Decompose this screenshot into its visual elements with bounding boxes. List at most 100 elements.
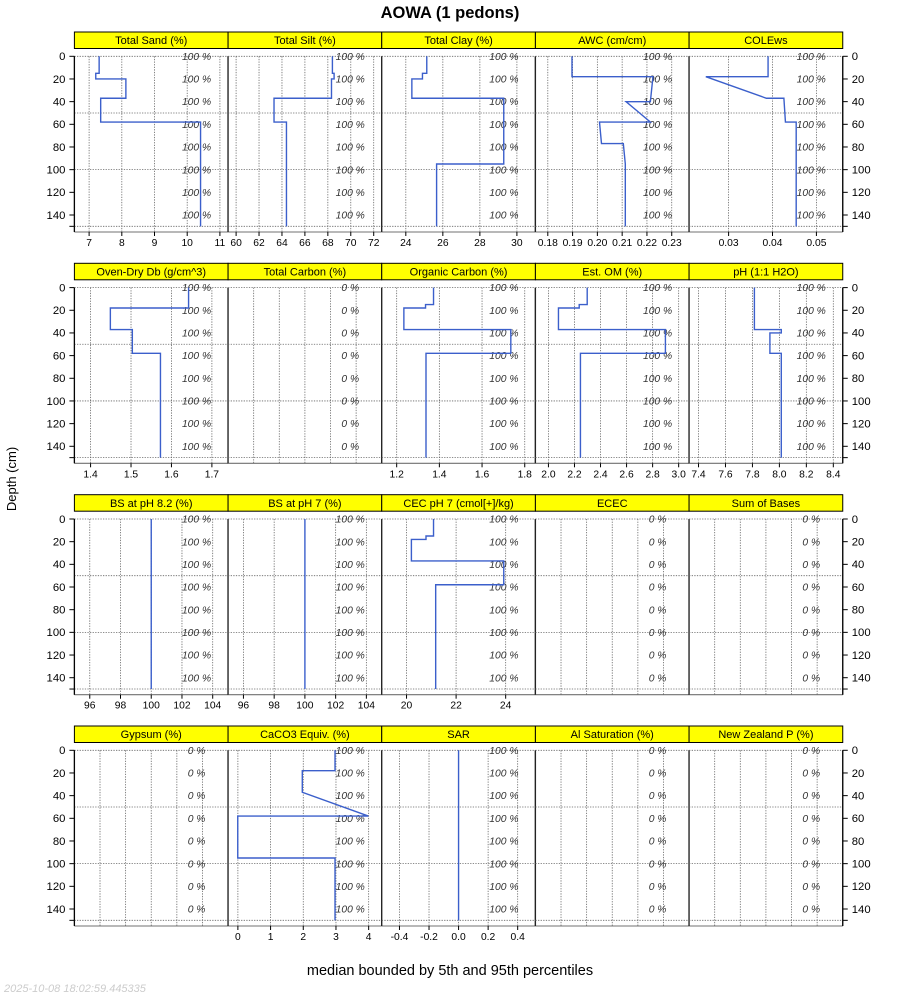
svg-text:0 %: 0 % — [802, 859, 820, 870]
svg-text:100 %: 100 % — [182, 583, 211, 594]
svg-text:100 %: 100 % — [643, 97, 672, 108]
svg-text:100 %: 100 % — [336, 837, 365, 848]
svg-text:0 %: 0 % — [649, 515, 667, 526]
svg-text:40: 40 — [852, 559, 865, 571]
svg-text:0.04: 0.04 — [762, 238, 782, 249]
svg-text:8.2: 8.2 — [799, 469, 814, 480]
svg-text:1: 1 — [268, 932, 274, 943]
svg-text:140: 140 — [852, 673, 871, 685]
svg-text:100 %: 100 % — [336, 165, 365, 176]
svg-text:0: 0 — [59, 745, 65, 757]
svg-text:100 %: 100 % — [182, 97, 211, 108]
svg-text:100 %: 100 % — [336, 188, 365, 199]
svg-text:100 %: 100 % — [182, 628, 211, 639]
svg-text:80: 80 — [53, 604, 66, 616]
svg-text:7.8: 7.8 — [745, 469, 760, 480]
svg-text:AWC (cm/cm): AWC (cm/cm) — [578, 35, 646, 47]
svg-text:100 %: 100 % — [182, 211, 211, 222]
svg-text:100 %: 100 % — [797, 374, 826, 385]
svg-text:0 %: 0 % — [649, 673, 667, 684]
svg-text:100 %: 100 % — [489, 814, 518, 825]
svg-text:120: 120 — [852, 650, 871, 662]
svg-text:0: 0 — [59, 51, 65, 63]
svg-text:100 %: 100 % — [643, 283, 672, 294]
svg-text:20: 20 — [53, 74, 66, 86]
svg-text:0 %: 0 % — [802, 769, 820, 780]
svg-text:100 %: 100 % — [336, 628, 365, 639]
svg-text:100 %: 100 % — [797, 211, 826, 222]
svg-text:30: 30 — [511, 238, 523, 249]
svg-text:100 %: 100 % — [182, 537, 211, 548]
svg-text:100: 100 — [47, 396, 66, 408]
svg-text:100 %: 100 % — [489, 769, 518, 780]
svg-text:0 %: 0 % — [649, 905, 667, 916]
svg-text:2.4: 2.4 — [593, 469, 608, 480]
svg-text:0 %: 0 % — [802, 515, 820, 526]
svg-text:pH (1:1 H2O): pH (1:1 H2O) — [733, 267, 798, 279]
svg-text:7.4: 7.4 — [691, 469, 706, 480]
svg-text:22: 22 — [450, 701, 462, 712]
svg-text:100 %: 100 % — [489, 628, 518, 639]
svg-text:140: 140 — [47, 904, 66, 916]
svg-text:Total Silt (%): Total Silt (%) — [274, 35, 336, 47]
svg-text:96: 96 — [84, 701, 96, 712]
svg-text:0 %: 0 % — [188, 791, 206, 802]
svg-text:120: 120 — [852, 881, 871, 893]
svg-text:100: 100 — [852, 858, 871, 870]
svg-text:COLEws: COLEws — [744, 35, 788, 47]
svg-text:100 %: 100 % — [797, 283, 826, 294]
svg-text:100 %: 100 % — [489, 283, 518, 294]
svg-text:0 %: 0 % — [341, 419, 359, 430]
svg-text:120: 120 — [47, 418, 66, 430]
svg-text:0 %: 0 % — [649, 651, 667, 662]
svg-text:80: 80 — [852, 604, 865, 616]
svg-text:100 %: 100 % — [182, 165, 211, 176]
svg-text:40: 40 — [852, 328, 865, 340]
svg-text:60: 60 — [53, 582, 66, 594]
svg-text:100 %: 100 % — [336, 673, 365, 684]
svg-text:100 %: 100 % — [336, 211, 365, 222]
svg-text:60: 60 — [852, 119, 865, 131]
svg-text:0 %: 0 % — [188, 769, 206, 780]
svg-text:1.5: 1.5 — [124, 469, 139, 480]
svg-text:0 %: 0 % — [802, 583, 820, 594]
svg-text:0 %: 0 % — [341, 283, 359, 294]
svg-text:100 %: 100 % — [489, 905, 518, 916]
svg-text:20: 20 — [401, 701, 413, 712]
svg-text:100 %: 100 % — [489, 442, 518, 453]
svg-text:100 %: 100 % — [336, 97, 365, 108]
svg-text:1.6: 1.6 — [475, 469, 490, 480]
svg-text:0: 0 — [852, 51, 858, 63]
svg-text:100 %: 100 % — [797, 306, 826, 317]
svg-text:26: 26 — [437, 238, 449, 249]
svg-text:100 %: 100 % — [797, 52, 826, 63]
svg-text:98: 98 — [115, 701, 127, 712]
svg-text:100 %: 100 % — [643, 165, 672, 176]
svg-text:0.20: 0.20 — [587, 238, 607, 249]
svg-text:20: 20 — [852, 74, 865, 86]
svg-text:28: 28 — [474, 238, 486, 249]
svg-text:0.05: 0.05 — [806, 238, 826, 249]
svg-text:60: 60 — [53, 119, 66, 131]
svg-text:66: 66 — [299, 238, 311, 249]
svg-text:100 %: 100 % — [489, 52, 518, 63]
svg-text:100 %: 100 % — [489, 673, 518, 684]
svg-text:0 %: 0 % — [649, 882, 667, 893]
svg-text:80: 80 — [53, 142, 66, 154]
svg-text:Est. OM (%): Est. OM (%) — [582, 267, 642, 279]
svg-text:100: 100 — [47, 858, 66, 870]
svg-text:New Zealand P (%): New Zealand P (%) — [718, 729, 813, 741]
svg-text:1.4: 1.4 — [83, 469, 98, 480]
svg-text:0 %: 0 % — [649, 583, 667, 594]
svg-text:100 %: 100 % — [182, 442, 211, 453]
svg-text:80: 80 — [852, 836, 865, 848]
svg-text:Total Carbon (%): Total Carbon (%) — [264, 267, 347, 279]
svg-text:100 %: 100 % — [797, 419, 826, 430]
svg-text:0 %: 0 % — [802, 905, 820, 916]
svg-text:24: 24 — [500, 701, 512, 712]
svg-text:100 %: 100 % — [489, 882, 518, 893]
svg-text:96: 96 — [238, 701, 250, 712]
svg-text:100 %: 100 % — [489, 165, 518, 176]
svg-text:0 %: 0 % — [188, 905, 206, 916]
svg-text:62: 62 — [253, 238, 265, 249]
